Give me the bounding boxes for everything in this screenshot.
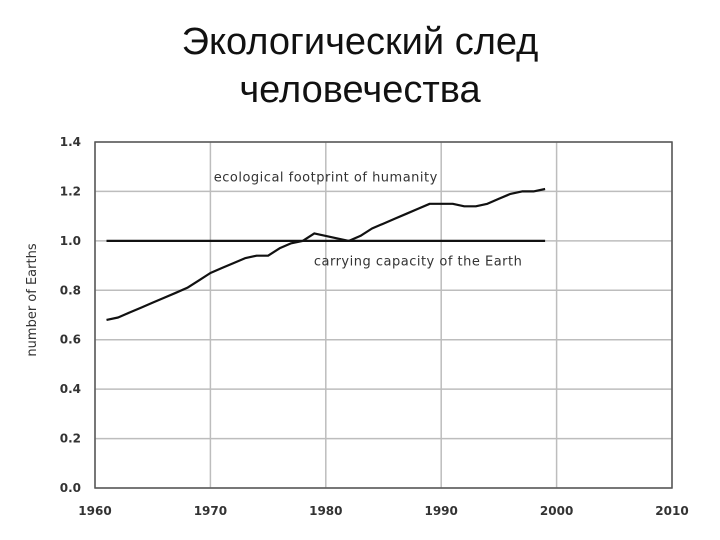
- x-tick-label: 1960: [78, 504, 111, 518]
- slide-title-line1: Экологический след: [181, 21, 539, 63]
- x-tick-label: 1970: [194, 504, 227, 518]
- x-tick-label: 1990: [424, 504, 457, 518]
- y-tick-label: 0.6: [60, 333, 81, 347]
- labels: ecological footprint of humanity carrying…: [25, 171, 522, 357]
- series-layer: [106, 187, 546, 321]
- y-tick-label: 0.4: [60, 382, 81, 396]
- series-ecological-footprint: [106, 187, 546, 321]
- y-tick-label: 1.0: [60, 234, 81, 248]
- x-tick-label: 2010: [655, 504, 688, 518]
- y-tick-label: 0.0: [60, 481, 81, 495]
- grid: [94, 141, 673, 489]
- slide-title-line2: человечества: [239, 69, 481, 111]
- plot-frame: [94, 141, 673, 489]
- x-tick-label: 1980: [309, 504, 342, 518]
- annotation-label: ecological footprint of humanity: [214, 171, 438, 186]
- annotation-label: carrying capacity of the Earth: [314, 255, 523, 270]
- x-tick-label: 2000: [540, 504, 573, 518]
- y-tick-label: 0.2: [60, 432, 81, 446]
- y-axis-label: number of Earths: [25, 243, 40, 356]
- axes: 0.0 0.2 0.4 0.6 0.8 1.0 1.2 1.4 1960 1970 1980 1990…: [60, 135, 689, 518]
- slide-title: Экологический след человечества: [0, 18, 720, 114]
- y-tick-label: 0.8: [60, 283, 81, 297]
- y-tick-label: 1.2: [60, 184, 81, 198]
- y-tick-label: 1.4: [60, 135, 81, 149]
